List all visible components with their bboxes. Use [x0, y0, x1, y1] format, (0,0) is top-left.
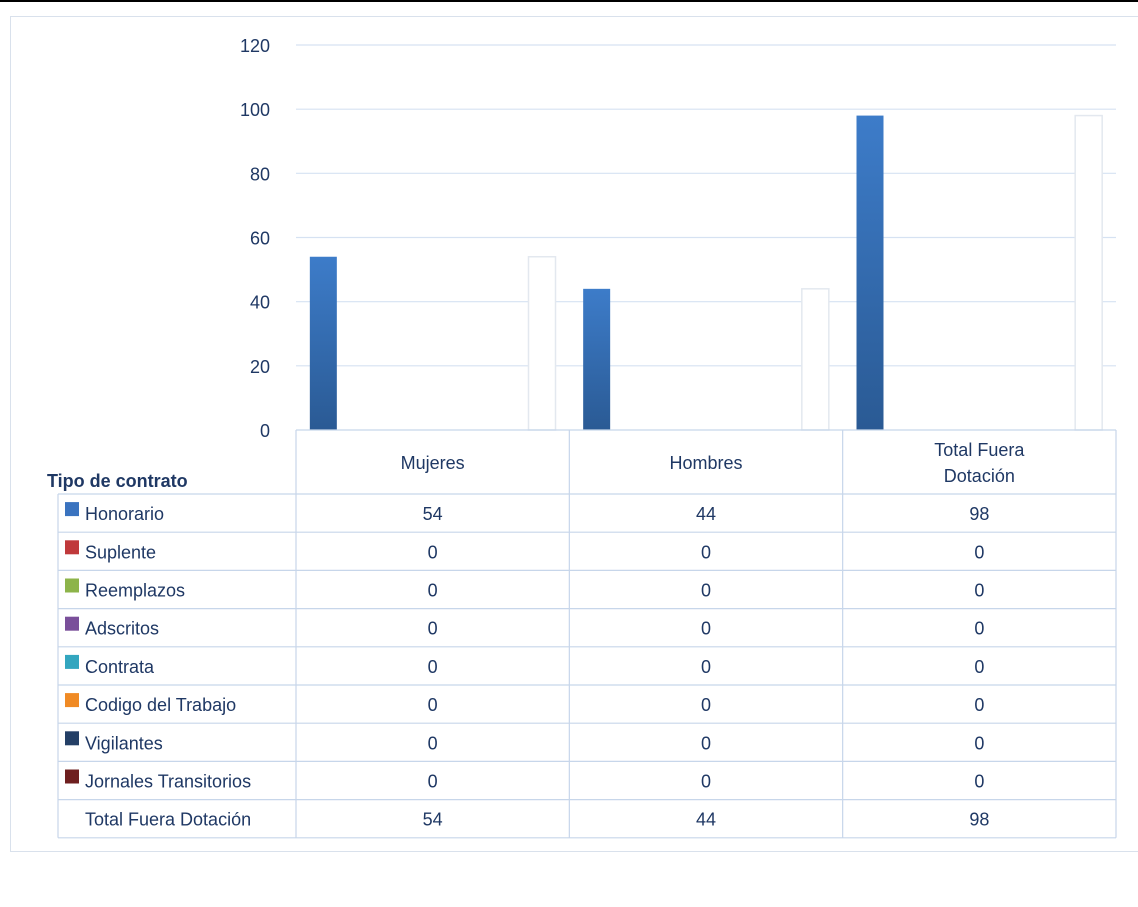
legend-key-contrata — [65, 654, 79, 669]
legend-key-jornales-transitorios — [65, 769, 79, 784]
legend-key-suplente — [65, 540, 79, 555]
row-label: Jornales Transitorios — [85, 772, 251, 792]
table-cell-value: 0 — [701, 733, 711, 753]
table-cell-value: 0 — [701, 581, 711, 601]
bar-honorario — [856, 115, 884, 430]
y-axis: 0 20 40 60 80 100 120 — [240, 36, 270, 441]
table-cell-value: 0 — [428, 542, 438, 562]
table-cell-value: 0 — [701, 619, 711, 639]
table-cell-value: 0 — [701, 695, 711, 715]
table-cell-value: 0 — [428, 657, 438, 677]
data-table: Mujeres Hombres Total Fuera Dotación Tipo de… — [47, 429, 1117, 839]
table-cell-value: 0 — [428, 733, 438, 753]
y-tick-label: 60 — [250, 229, 270, 249]
table-cell-value: 0 — [701, 542, 711, 562]
table-cell-value: 0 — [974, 733, 984, 753]
legend-key-codigo-del-trabajo — [65, 693, 79, 708]
table-header-label: Tipo de contrato — [47, 471, 188, 491]
table-cell-value: 98 — [969, 810, 989, 830]
table-cell-value: 44 — [696, 810, 716, 830]
y-tick-label: 120 — [240, 36, 270, 56]
bar-total-fuera-dotaci-n — [527, 256, 557, 431]
row-label: Codigo del Trabajo — [85, 695, 236, 715]
y-tick-label: 80 — [250, 164, 270, 184]
bar-total-fuera-dotaci-n — [801, 288, 830, 431]
table-cell-value: 54 — [423, 504, 443, 524]
table-cell-value: 0 — [428, 619, 438, 639]
row-label: Contrata — [85, 657, 155, 677]
row-label: Adscritos — [85, 619, 159, 639]
table-cell-value: 54 — [423, 810, 443, 830]
bar-honorario — [309, 256, 337, 430]
category-label: Mujeres — [401, 453, 465, 473]
chart-frame — [10, 16, 1138, 852]
y-tick-label: 40 — [250, 293, 270, 313]
legend-key-reemplazos — [65, 578, 79, 593]
table-cell-value: 0 — [974, 542, 984, 562]
table-cell-value: 0 — [974, 619, 984, 639]
table-cell-value: 0 — [974, 772, 984, 792]
bar-total-fuera-dotaci-n — [1074, 114, 1103, 431]
y-tick-label: 100 — [240, 100, 270, 120]
gridlines — [296, 44, 1116, 367]
table-cell-value: 0 — [974, 695, 984, 715]
table-cell-value: 0 — [428, 695, 438, 715]
table-cell-value: 0 — [701, 772, 711, 792]
y-tick-label: 0 — [260, 421, 270, 441]
table-cell-value: 0 — [701, 657, 711, 677]
bars — [309, 114, 1103, 431]
table-cell-value: 44 — [696, 504, 716, 524]
top-border-line — [0, 0, 1138, 2]
table-cell-value: 0 — [428, 772, 438, 792]
row-label: Suplente — [85, 542, 156, 562]
row-label: Total Fuera Dotación — [85, 810, 251, 830]
table-cell-value: 0 — [974, 581, 984, 601]
legend-key-honorario — [65, 502, 79, 517]
row-label: Reemplazos — [85, 581, 185, 601]
table-cell-value: 0 — [428, 581, 438, 601]
table-cell-value: 0 — [974, 657, 984, 677]
legend-key-vigilantes — [65, 731, 79, 746]
bar-honorario — [583, 288, 611, 430]
category-label: Hombres — [669, 453, 742, 473]
category-label: Total Fuera — [934, 440, 1025, 460]
table-cell-value: 98 — [969, 504, 989, 524]
category-label: Dotación — [944, 466, 1015, 486]
legend-key-adscritos — [65, 616, 79, 631]
y-tick-label: 20 — [250, 357, 270, 377]
row-label: Vigilantes — [85, 733, 163, 753]
row-label: Honorario — [85, 504, 164, 524]
